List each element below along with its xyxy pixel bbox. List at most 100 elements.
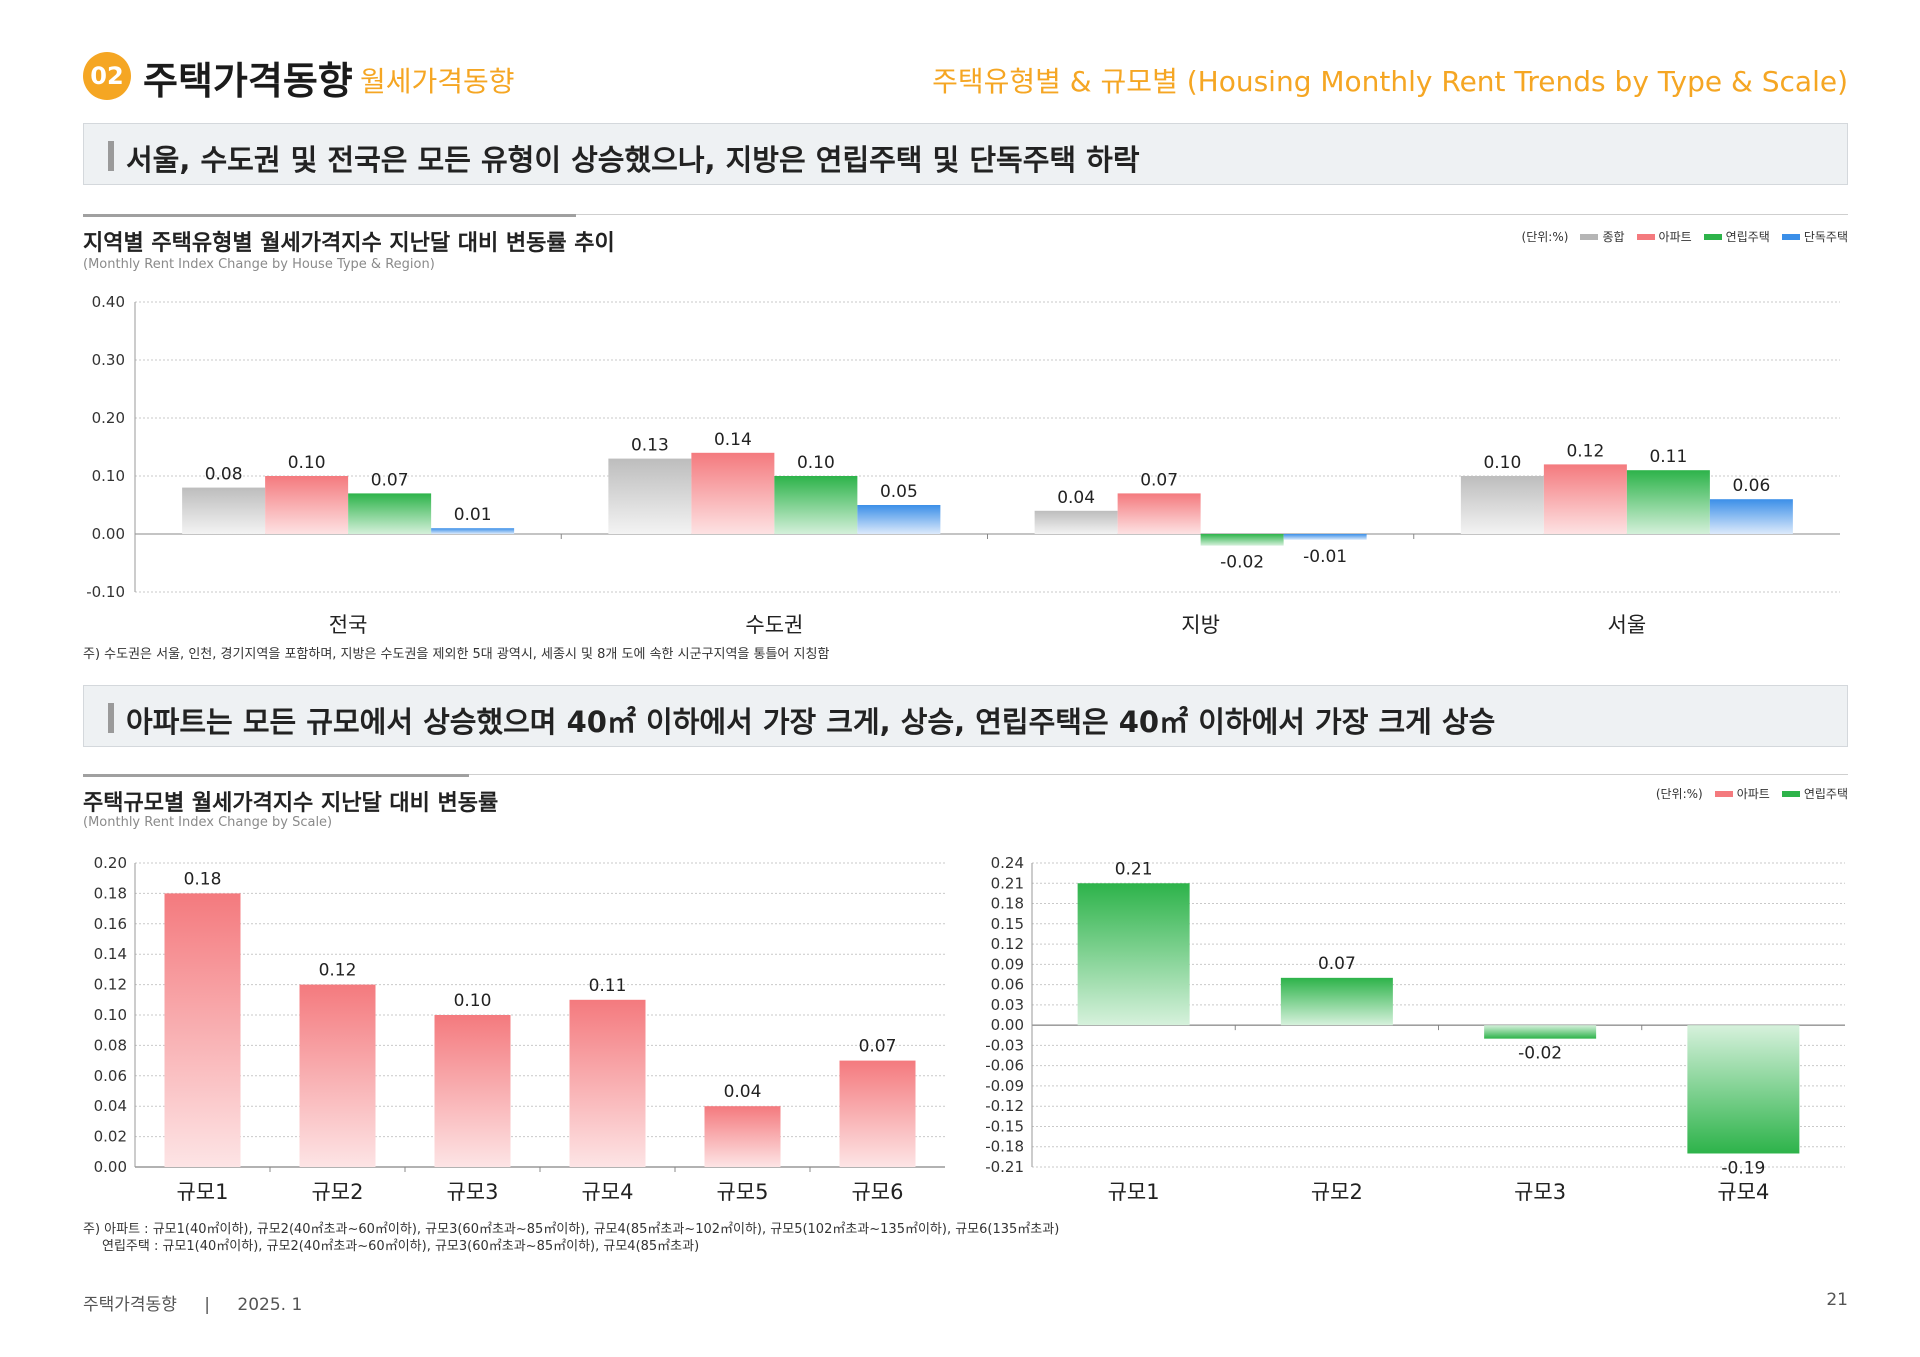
y-tick-label: 0.18 [94,884,127,902]
y-tick-label: 0.16 [94,915,127,933]
y-tick-label: 0.20 [92,409,125,427]
legend-swatch-row [1781,790,1800,797]
y-tick-label: 0.30 [92,351,125,369]
legend-unit: (단위:%) [1655,787,1703,801]
section-heading: 주택유형별 & 규모별 (Housing Monthly Rent Trends… [932,65,1848,98]
x-category-label: 규모2 [1311,1180,1363,1204]
y-tick-label: 0.00 [991,1016,1024,1034]
bar-아파트 [691,452,775,534]
data-label: 0.12 [1566,441,1604,461]
y-tick-label: 0.08 [94,1036,127,1054]
y-tick-label: 0.09 [991,955,1024,973]
y-tick-label: 0.12 [991,935,1024,953]
y-tick-label: -0.06 [985,1057,1024,1075]
footer-separator: | [204,1295,210,1315]
banner-accent-bar [108,141,114,171]
data-label: -0.01 [1303,547,1347,567]
chart1-footnote: 주) 수도권은 서울, 인천, 경기지역을 포함하며, 지방은 수도권을 제외한… [83,647,830,662]
page-subtitle: 월세가격동향 [360,65,515,98]
data-label: 0.13 [631,436,669,456]
data-label: 0.21 [1115,859,1153,879]
y-tick-label: 0.12 [94,976,127,994]
bar-단독주택 [857,505,941,534]
bar-아파트 [1543,464,1627,534]
x-category-label: 규모3 [446,1180,498,1204]
data-label: 0.14 [714,430,752,450]
y-tick-label: 0.40 [92,293,125,311]
chart2-footnote-row: 연립주택 : 규모1(40㎡이하), 규모2(40㎡초과~60㎡이하), 규모3… [102,1239,700,1254]
y-tick-label: 0.04 [94,1097,127,1115]
bar-아파트 [299,984,376,1167]
chart1-subtitle: (Monthly Rent Index Change by House Type… [83,257,435,272]
y-tick-label: 0.15 [991,915,1024,933]
legend-label: 연립주택 [1803,787,1848,801]
bar-연립주택 [1687,1025,1800,1154]
data-label: 0.10 [1483,453,1521,473]
bar-종합 [182,487,266,534]
banner-text: 서울, 수도권 및 전국은 모든 유형이 상승했으나, 지방은 연립주택 및 단… [126,143,1140,177]
y-tick-label: 0.03 [991,996,1024,1014]
x-category-label: 규모1 [1108,1180,1160,1204]
y-tick-label: -0.09 [985,1077,1024,1095]
legend-label: 단독주택 [1803,230,1848,244]
data-label: 0.04 [1057,488,1095,508]
y-tick-label: 0.14 [94,945,127,963]
footer-title: 주택가격동향 [83,1295,177,1315]
bar-연립주택 [1280,977,1393,1026]
bar-아파트 [569,999,646,1167]
footer: 주택가격동향 | 2025. 1 [83,1290,302,1315]
y-tick-label: -0.12 [985,1097,1024,1115]
bar-아파트 [704,1106,781,1167]
data-label: 0.07 [371,470,409,490]
bar-연립주택 [1484,1025,1597,1039]
legend-swatch-detached [1781,233,1800,240]
summary-banner-2: 아파트는 모든 규모에서 상승했으며 40㎡ 이하에서 가장 크게, 상승, 연… [83,685,1848,747]
bar-연립주택 [774,476,858,534]
bar-종합 [1034,510,1118,534]
bar-단독주택 [1709,499,1793,534]
divider [83,774,1848,775]
banner-accent-bar [108,703,114,733]
divider-accent [83,774,469,777]
page-title: 주택가격동향 [143,59,353,103]
x-category-label: 규모6 [851,1180,903,1204]
y-tick-label: -0.21 [985,1158,1024,1176]
legend-unit: (단위:%) [1521,230,1569,244]
legend-label: 종합 [1602,230,1625,244]
data-label: -0.02 [1220,553,1264,573]
data-label: 0.07 [859,1037,897,1057]
y-tick-label: 0.06 [94,1067,127,1085]
regional-rent-change-chart: 0.40 0.30 0.20 0.10 0.00 -0.10 0.08 0.10 0.07 0.0… [86,293,1840,637]
bar-종합 [1460,476,1544,534]
data-label: 0.11 [589,976,627,996]
chart1-title: 지역별 주택유형별 월세가격지수 지난달 대비 변동률 추이 [83,231,615,256]
data-label: 0.06 [1732,476,1770,496]
chart2-subtitle: (Monthly Rent Index Change by Scale) [83,815,333,830]
data-label: 0.10 [288,453,326,473]
data-label: 0.18 [184,869,222,889]
y-tick-label: 0.10 [94,1006,127,1024]
banner-text: 아파트는 모든 규모에서 상승했으며 40㎡ 이하에서 가장 크게, 상승, 연… [126,705,1496,739]
bar-연립주택 [1626,470,1710,534]
x-category-label: 수도권 [745,613,803,637]
bar-아파트 [839,1060,916,1167]
summary-banner-1: 서울, 수도권 및 전국은 모든 유형이 상승했으나, 지방은 연립주택 및 단… [83,123,1848,185]
bar-종합 [608,458,692,534]
data-label: 0.12 [319,961,357,981]
data-label: 0.10 [797,453,835,473]
apartment-size-chart: 0.20 0.18 0.16 0.14 0.12 0.10 0.08 0.06 0.04 0.02… [94,854,945,1204]
bar-연립주택 [1200,534,1284,546]
data-label: 0.04 [724,1082,762,1102]
data-label: 0.05 [880,482,918,502]
data-label: 0.07 [1140,470,1178,490]
divider [83,214,1848,215]
x-category-label: 규모2 [311,1180,363,1204]
y-tick-label: -0.18 [985,1138,1024,1156]
y-tick-label: 0.20 [94,854,127,872]
data-label: 0.11 [1649,447,1687,467]
y-tick-label: 0.00 [92,525,125,543]
x-category-label: 전국 [329,613,368,637]
footer-date: 2025. 1 [237,1295,303,1315]
x-category-label: 규모5 [716,1180,768,1204]
data-label: 0.10 [454,991,492,1011]
